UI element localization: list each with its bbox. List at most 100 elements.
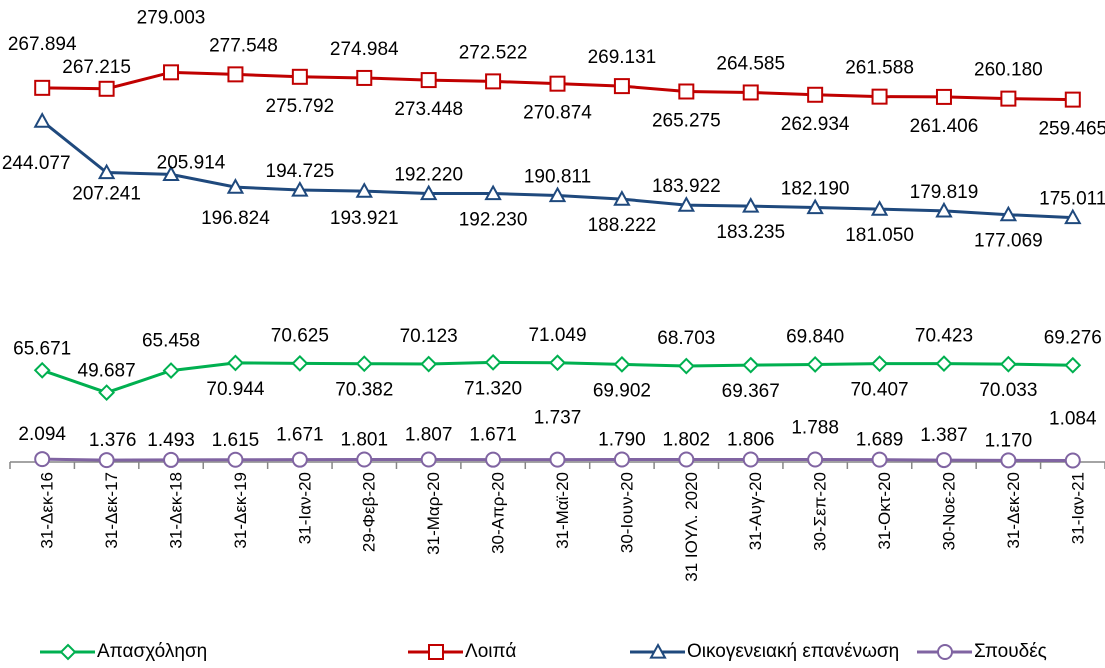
marker bbox=[291, 68, 308, 85]
marker bbox=[420, 355, 438, 373]
data-label: 190.811 bbox=[524, 167, 591, 188]
marker bbox=[871, 355, 888, 373]
x-tick-label: 31-Δεκ-18 bbox=[167, 472, 186, 549]
legend-item: Σπουδές bbox=[917, 641, 1047, 662]
data-label: 70.033 bbox=[979, 380, 1037, 401]
marker bbox=[806, 356, 824, 373]
data-label: 260.180 bbox=[974, 60, 1043, 81]
marker bbox=[419, 184, 438, 201]
marker bbox=[98, 80, 115, 97]
marker bbox=[227, 451, 244, 468]
data-label: 181.050 bbox=[845, 225, 914, 246]
data-label: 244.077 bbox=[2, 153, 71, 174]
marker bbox=[291, 180, 309, 197]
data-label: 261.588 bbox=[845, 58, 914, 79]
marker bbox=[97, 163, 116, 180]
data-label: 183.235 bbox=[716, 222, 785, 243]
data-label: 267.894 bbox=[8, 34, 77, 55]
data-label: 275.792 bbox=[266, 96, 335, 117]
data-label: 274.984 bbox=[330, 39, 399, 60]
marker bbox=[484, 353, 502, 371]
data-label: 272.522 bbox=[459, 42, 528, 63]
data-label: 69.902 bbox=[593, 380, 651, 401]
data-label: 68.703 bbox=[657, 328, 715, 349]
marker bbox=[59, 643, 77, 661]
x-tick-label: 31-Μαϊ-20 bbox=[553, 472, 572, 549]
marker bbox=[871, 88, 888, 105]
data-label: 1.801 bbox=[340, 430, 388, 451]
marker bbox=[420, 72, 437, 89]
data-label: 69.367 bbox=[722, 381, 780, 402]
data-label: 69.276 bbox=[1044, 327, 1102, 348]
marker bbox=[34, 451, 51, 468]
data-label: 49.687 bbox=[78, 361, 136, 382]
marker bbox=[999, 205, 1018, 222]
data-label: 1.084 bbox=[1049, 409, 1097, 430]
marker bbox=[1064, 356, 1082, 374]
marker bbox=[678, 83, 695, 100]
data-label: 70.423 bbox=[915, 326, 973, 347]
data-label: 196.824 bbox=[201, 208, 270, 229]
marker bbox=[937, 644, 953, 660]
marker bbox=[356, 451, 373, 468]
x-tick-label: 31-Οκτ-20 bbox=[875, 472, 894, 550]
marker bbox=[935, 201, 953, 218]
data-label: 279.003 bbox=[137, 7, 206, 28]
data-label: 265.275 bbox=[652, 111, 721, 132]
marker bbox=[163, 64, 180, 81]
marker bbox=[355, 182, 373, 198]
data-label: 205.914 bbox=[157, 152, 226, 173]
marker bbox=[613, 451, 630, 468]
x-tick-label: 29-Φεβ-20 bbox=[360, 472, 379, 552]
x-tick-label: 31-Μαρ-20 bbox=[424, 472, 443, 555]
data-label: 269.131 bbox=[588, 47, 657, 68]
data-label: 70.407 bbox=[850, 380, 908, 401]
data-label: 262.934 bbox=[781, 114, 850, 135]
marker bbox=[162, 165, 180, 182]
marker bbox=[742, 84, 759, 101]
marker bbox=[1064, 91, 1081, 108]
legend-label: Απασχόληση bbox=[97, 641, 207, 662]
x-tick-label: 30-Ιουν-20 bbox=[617, 472, 636, 553]
marker bbox=[807, 86, 824, 103]
data-label: 264.585 bbox=[716, 53, 785, 74]
marker bbox=[870, 200, 889, 216]
marker bbox=[98, 384, 116, 402]
marker bbox=[33, 361, 51, 379]
data-label: 193.921 bbox=[330, 208, 399, 229]
data-label: 259.465 bbox=[1038, 119, 1105, 140]
data-label: 1.387 bbox=[920, 425, 968, 446]
marker bbox=[34, 79, 51, 96]
data-label: 70.944 bbox=[206, 379, 265, 400]
data-label: 70.123 bbox=[400, 326, 458, 347]
marker bbox=[742, 451, 759, 468]
marker bbox=[356, 69, 373, 86]
marker bbox=[428, 644, 444, 660]
marker bbox=[226, 178, 245, 194]
data-label: 1.671 bbox=[469, 425, 517, 446]
marker bbox=[1064, 452, 1081, 469]
marker bbox=[613, 190, 631, 206]
data-label: 175.011 bbox=[1039, 189, 1105, 210]
marker bbox=[420, 451, 437, 468]
data-label: 1.671 bbox=[276, 425, 324, 446]
x-tick-label: 31-Δεκ-16 bbox=[38, 472, 57, 549]
legend-label: Οικογενειακή επανένωση bbox=[687, 641, 899, 662]
x-tick-label: 30-Σεπ-20 bbox=[811, 472, 830, 551]
marker bbox=[549, 354, 566, 372]
data-label: 69.840 bbox=[786, 326, 844, 347]
x-tick-label: 30-Απρ-20 bbox=[489, 472, 508, 554]
marker bbox=[291, 451, 308, 468]
marker bbox=[485, 451, 502, 468]
data-label: 1.376 bbox=[89, 430, 137, 451]
marker bbox=[291, 354, 309, 372]
legend-item: Οικογενειακή επανένωση bbox=[630, 641, 899, 662]
marker bbox=[227, 66, 244, 83]
marker bbox=[935, 452, 952, 469]
data-label: 1.807 bbox=[405, 424, 453, 445]
marker bbox=[485, 73, 502, 90]
data-label: 2.094 bbox=[18, 424, 66, 445]
marker bbox=[613, 78, 630, 95]
data-label: 70.625 bbox=[271, 325, 329, 346]
